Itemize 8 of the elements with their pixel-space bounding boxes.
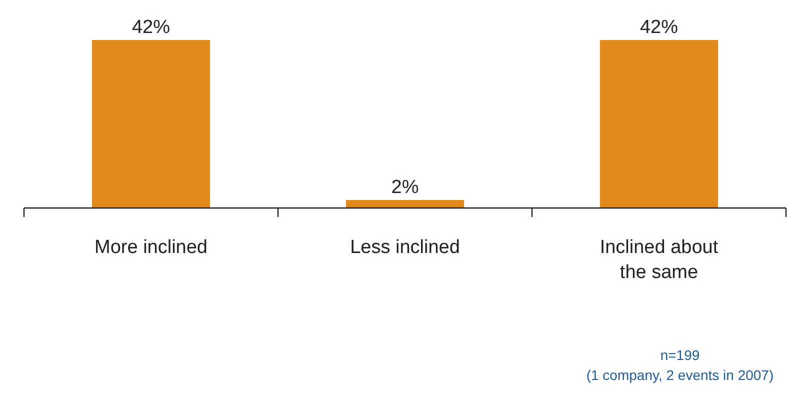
- data-label: 2%: [391, 177, 419, 198]
- data-label: 42%: [640, 17, 678, 38]
- x-tick-label: More inclined: [94, 237, 208, 258]
- text: (1 company, 2 events in 2007): [586, 367, 774, 383]
- x-tick-label: Inclined about the same: [600, 237, 719, 283]
- x-tick-label: Less inclined: [350, 237, 460, 258]
- data-label: 42%: [132, 17, 170, 38]
- text: n=199: [660, 347, 700, 363]
